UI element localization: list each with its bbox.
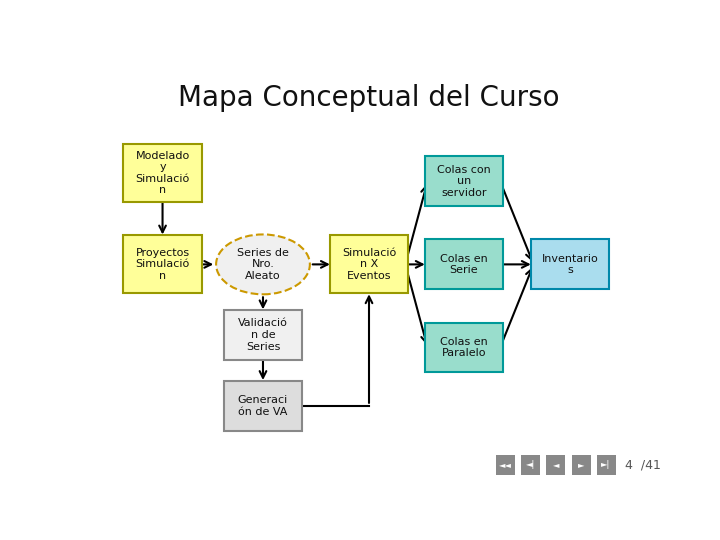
Text: Simulació
n X
Eventos: Simulació n X Eventos <box>342 248 396 281</box>
Text: ◄|: ◄| <box>526 460 536 469</box>
Text: Mapa Conceptual del Curso: Mapa Conceptual del Curso <box>179 84 559 112</box>
FancyBboxPatch shape <box>425 239 503 289</box>
Text: ◄◄: ◄◄ <box>499 460 512 469</box>
Text: ◄: ◄ <box>553 460 559 469</box>
Text: ►|: ►| <box>601 460 611 469</box>
FancyBboxPatch shape <box>521 455 540 475</box>
Text: Colas en
Paralelo: Colas en Paralelo <box>440 337 487 359</box>
FancyBboxPatch shape <box>425 322 503 373</box>
Text: Modelado
y
Simulació
n: Modelado y Simulació n <box>135 151 189 195</box>
FancyBboxPatch shape <box>425 156 503 206</box>
FancyBboxPatch shape <box>597 455 616 475</box>
Ellipse shape <box>216 234 310 294</box>
FancyBboxPatch shape <box>496 455 516 475</box>
Text: Proyectos
Simulació
n: Proyectos Simulació n <box>135 248 189 281</box>
FancyBboxPatch shape <box>572 455 590 475</box>
Text: Generaci
ón de VA: Generaci ón de VA <box>238 395 288 416</box>
Text: Colas con
un
servidor: Colas con un servidor <box>437 165 491 198</box>
FancyBboxPatch shape <box>124 235 202 294</box>
FancyBboxPatch shape <box>330 235 408 294</box>
Text: 4  /41: 4 /41 <box>624 458 660 471</box>
Text: Validació
n de
Series: Validació n de Series <box>238 319 288 352</box>
Text: Series de
Nro.
Aleato: Series de Nro. Aleato <box>237 248 289 281</box>
FancyBboxPatch shape <box>546 455 565 475</box>
FancyBboxPatch shape <box>224 381 302 431</box>
FancyBboxPatch shape <box>124 144 202 202</box>
Text: Colas en
Serie: Colas en Serie <box>440 254 487 275</box>
Text: ►: ► <box>577 460 585 469</box>
Text: Inventario
s: Inventario s <box>541 254 598 275</box>
FancyBboxPatch shape <box>531 239 609 289</box>
FancyBboxPatch shape <box>224 310 302 360</box>
